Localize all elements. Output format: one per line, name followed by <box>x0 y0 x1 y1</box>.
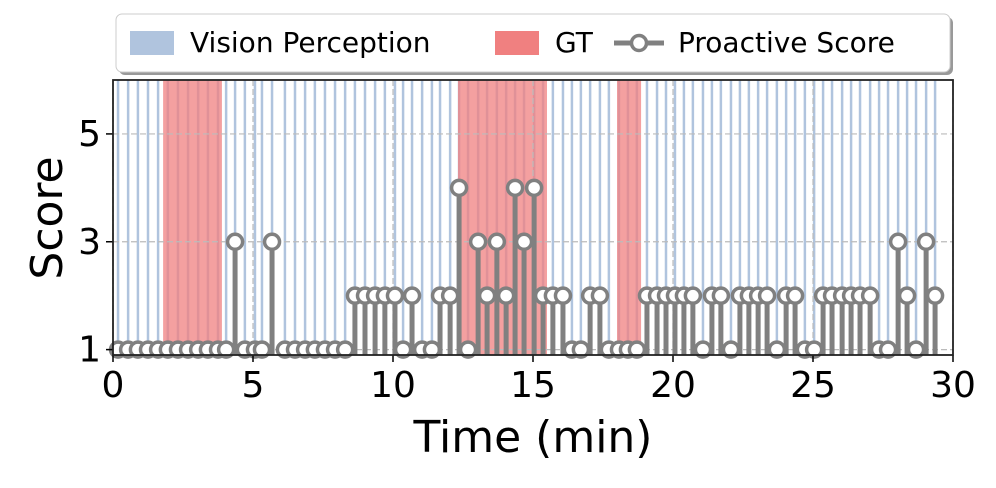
stem-marker <box>785 286 805 305</box>
x-axis-label: Time (min) <box>413 412 653 463</box>
stem-marker <box>711 286 731 305</box>
x-tick-label: 25 <box>790 365 836 406</box>
x-tick-label: 0 <box>102 365 125 406</box>
stem-marker <box>402 286 422 305</box>
stem-marker <box>916 232 936 252</box>
legend-label: GT <box>555 26 594 59</box>
y-tick-label: 5 <box>78 114 101 155</box>
legend-marker <box>629 33 649 53</box>
stem-marker <box>524 178 544 198</box>
stem-marker <box>888 232 908 252</box>
stem-marker <box>449 178 469 198</box>
legend-label: Vision Perception <box>190 26 431 59</box>
stem-marker <box>860 286 880 305</box>
stem-marker <box>590 286 610 305</box>
stem-marker <box>385 286 405 305</box>
plot-frame <box>112 79 954 356</box>
stem-marker <box>553 286 573 305</box>
legend-label: Proactive Score <box>678 26 895 59</box>
gt-span <box>163 80 222 355</box>
x-tick-label: 15 <box>510 365 556 406</box>
stem-marker <box>683 286 703 305</box>
y-tick-label: 1 <box>78 330 101 371</box>
gt-span <box>617 80 642 355</box>
stem-marker <box>878 340 898 359</box>
stem-marker <box>925 286 945 305</box>
x-tick-label: 5 <box>242 365 265 406</box>
stem-marker <box>897 286 917 305</box>
stem-marker <box>487 232 507 252</box>
x-tick-label: 10 <box>370 365 416 406</box>
stem-marker <box>477 286 497 305</box>
stem-marker <box>496 286 516 305</box>
stem-marker <box>514 232 534 252</box>
legend-patch <box>495 31 539 55</box>
y-axis-label: Score <box>22 156 73 279</box>
y-tick-label: 3 <box>78 222 101 263</box>
stem-marker <box>252 340 272 359</box>
stem-marker <box>505 178 525 198</box>
x-tick-label: 20 <box>650 365 696 406</box>
stem-marker <box>440 286 460 305</box>
stem-marker <box>262 232 282 252</box>
stem-marker <box>906 340 926 359</box>
stem-marker <box>627 340 647 359</box>
stem-marker <box>225 232 245 252</box>
x-tick-label: 30 <box>930 365 976 406</box>
stem-marker <box>757 286 777 305</box>
stem-marker <box>468 232 488 252</box>
legend-patch <box>130 31 174 55</box>
plot <box>108 80 954 359</box>
stem-marker <box>458 340 478 359</box>
